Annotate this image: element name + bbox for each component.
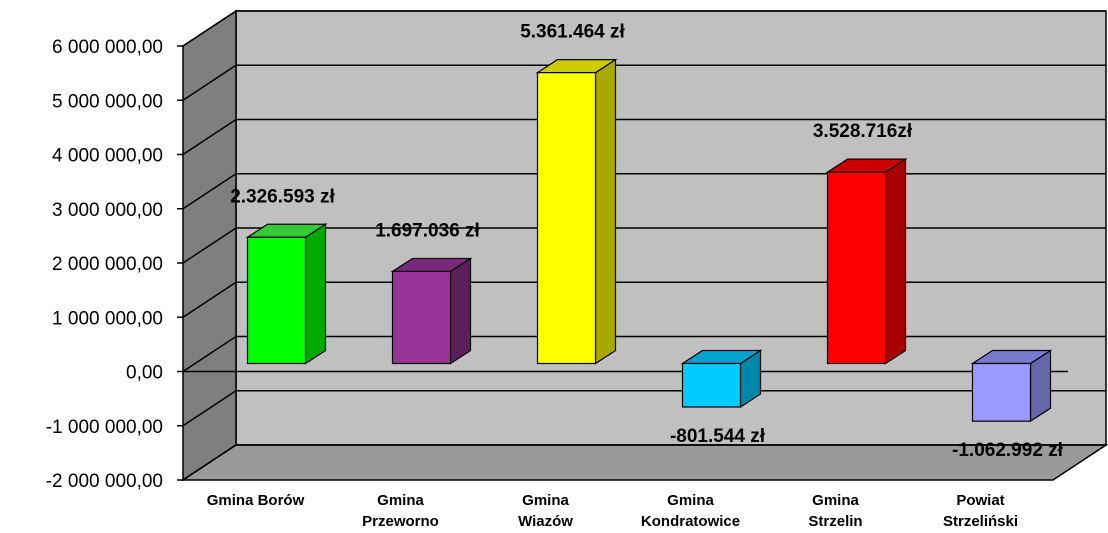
- bars: [245, 58, 1053, 423]
- data-labels: 2.326.593 zł 1.697.036 zł 5.361.464 zł -801…: [230, 22, 1063, 462]
- data-label: 2.326.593 zł: [230, 186, 335, 207]
- bar-side: [449, 257, 472, 365]
- x-category-label: Gmina Kondratowice: [641, 492, 740, 530]
- x-category-label-line: Gmina: [812, 492, 859, 509]
- bar-2: [535, 58, 618, 365]
- x-category-label-line: Gmina: [377, 492, 424, 509]
- bar-front: [536, 72, 597, 365]
- gridline: [182, 64, 1106, 101]
- gridline: [182, 444, 1106, 481]
- x-category-label-line: Strzeliński: [943, 513, 1018, 530]
- bar-1: [390, 257, 473, 365]
- data-label: 1.697.036 zł: [375, 220, 480, 241]
- y-tick-label: 0,00: [126, 363, 163, 384]
- x-category-label: Powiat Strzeliński: [943, 492, 1018, 530]
- y-axis-tick-labels: 6 000 000,00 5 000 000,00 4 000 000,00 3 00…: [46, 37, 163, 492]
- bar-side: [304, 223, 327, 365]
- gridline: [182, 390, 1106, 427]
- bar-side: [884, 157, 907, 365]
- bar-3: [680, 349, 763, 409]
- y-tick-label: -2 000 000,00: [46, 471, 163, 492]
- data-label: -801.544 zł: [670, 426, 766, 447]
- bar-side: [594, 58, 617, 365]
- gridline: [182, 118, 1106, 156]
- bar-5: [970, 349, 1053, 423]
- x-category-label-line: Powiat: [956, 492, 1004, 509]
- x-category-label: Gmina Przeworno: [362, 492, 439, 530]
- y-tick-label: 2 000 000,00: [52, 254, 163, 275]
- x-category-label-line: Strzelin: [808, 513, 862, 530]
- x-category-label-line: Gmina: [667, 492, 714, 509]
- gridline: [182, 173, 1106, 210]
- y-tick-label: 1 000 000,00: [52, 308, 163, 329]
- bar-front: [246, 236, 307, 365]
- x-category-label-line: Gmina Borów: [207, 492, 305, 509]
- gridline: [182, 281, 1106, 318]
- gridlines: [177, 10, 1106, 481]
- x-category-label: Gmina Wiazów: [518, 492, 573, 530]
- x-category-label: Gmina Strzelin: [808, 492, 862, 530]
- x-category-label: Gmina Borów: [207, 492, 305, 509]
- x-category-label-line: Kondratowice: [641, 513, 740, 530]
- x-category-label-line: Gmina: [522, 492, 569, 509]
- x-category-label-line: Przeworno: [362, 513, 439, 530]
- gridline: [182, 227, 1106, 264]
- bar-front: [391, 270, 452, 365]
- data-label: -1.062.992 zł: [952, 440, 1064, 461]
- bar-front: [681, 362, 742, 408]
- y-tick-label: 3 000 000,00: [52, 200, 163, 221]
- bar-0: [245, 223, 328, 365]
- gridline: [182, 335, 1106, 373]
- bar-front: [971, 362, 1032, 422]
- x-category-label-line: Wiazów: [518, 513, 573, 530]
- data-label: 5.361.464 zł: [520, 22, 625, 43]
- y-tick-label: 6 000 000,00: [52, 37, 163, 58]
- gridline: [182, 10, 1106, 47]
- bar-4: [825, 157, 908, 365]
- data-label: 3.528.716zł: [813, 121, 913, 142]
- y-tick-label: -1 000 000,00: [46, 417, 163, 438]
- y-tick-label: 4 000 000,00: [52, 146, 163, 167]
- y-tick-label: 5 000 000,00: [52, 91, 163, 112]
- bar-front: [826, 171, 887, 365]
